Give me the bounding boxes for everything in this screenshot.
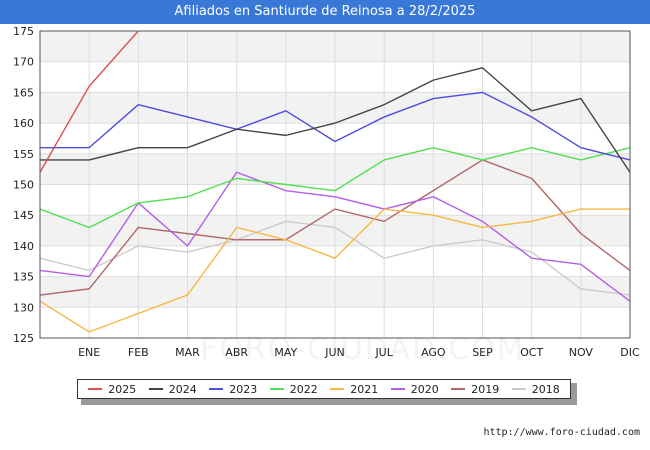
y-tick-label: 170 <box>13 56 34 69</box>
y-tick-label: 175 <box>13 25 34 38</box>
legend-swatch <box>209 388 224 390</box>
series-line-2022 <box>39 146 631 229</box>
x-tick-label: SEP <box>472 346 493 359</box>
legend-item-2020: 2020 <box>390 382 439 396</box>
y-tick-label: 155 <box>13 148 34 161</box>
y-tick-label: 145 <box>13 209 34 222</box>
legend-label: 2020 <box>410 382 439 396</box>
legend: 2025 2024 2023 2022 2021 2020 2019 2018 <box>77 379 571 399</box>
x-tick-label: ABR <box>225 346 248 359</box>
legend-label: 2019 <box>471 382 500 396</box>
legend-swatch <box>390 388 405 390</box>
legend-item-2019: 2019 <box>451 383 499 396</box>
x-tick-label: OCT <box>520 346 543 359</box>
legend-swatch <box>511 388 526 390</box>
legend-swatch <box>269 388 284 390</box>
plot-frame <box>39 30 631 339</box>
series-line-2019 <box>39 159 631 296</box>
legend-swatch <box>148 388 163 390</box>
legend-label: 2021 <box>350 382 379 396</box>
x-tick-label: MAY <box>274 346 297 359</box>
legend-item-2018: 2018 <box>511 382 560 396</box>
series-line-2021 <box>39 208 630 333</box>
chart-title: Afiliados en Santiurde de Reinosa a 28/2… <box>0 0 650 24</box>
y-tick-label: 135 <box>13 271 34 284</box>
legend-item-2023: 2023 <box>209 383 257 396</box>
y-tick-label: 140 <box>13 240 34 253</box>
legend-label: 2024 <box>168 382 197 396</box>
x-tick-label: MAR <box>175 346 200 359</box>
x-axis-ticks: ENE FEB MAR ABR MAY JUN JUL AGO SEP OCT NOV DIC <box>78 346 640 359</box>
legend-label: 2018 <box>531 382 560 396</box>
y-tick-label: 125 <box>13 332 34 345</box>
watermark: FORO-CIUDAD.COM <box>200 332 525 367</box>
series-line-2023 <box>40 91 631 161</box>
x-tick-label: JUN <box>324 346 345 359</box>
x-tick-label: DIC <box>620 346 640 359</box>
source-url: http://www.foro-ciudad.com <box>483 427 640 438</box>
legend-swatch <box>330 388 345 390</box>
legend-item-2025: 2025 <box>88 383 136 396</box>
legend-label: 2022 <box>289 382 318 396</box>
x-tick-label: NOV <box>569 346 594 359</box>
y-tick-label: 165 <box>13 86 34 99</box>
series-lines <box>39 30 631 333</box>
y-tick-label: 130 <box>13 301 34 314</box>
y-tick-label: 150 <box>13 179 34 192</box>
legend-label: 2023 <box>229 382 258 396</box>
legend-item-2022: 2022 <box>269 382 318 396</box>
legend-item-2024: 2024 <box>148 382 197 396</box>
x-tick-label: AGO <box>421 346 446 359</box>
y-tick-label: 160 <box>13 117 34 130</box>
y-axis-ticks: 125 130 135 140 145 150 155 160 165 170 175 <box>13 25 34 345</box>
x-tick-label: JUL <box>374 346 393 359</box>
series-line-2018 <box>39 220 631 296</box>
legend-label: 2025 <box>108 382 137 396</box>
legend-item-2021: 2021 <box>330 383 378 396</box>
legend-swatch <box>88 388 103 390</box>
x-tick-label: ENE <box>78 346 100 359</box>
x-tick-label: FEB <box>128 346 149 359</box>
legend-swatch <box>451 388 466 390</box>
series-line-2024 <box>40 67 631 173</box>
series-line-2025 <box>39 30 139 173</box>
